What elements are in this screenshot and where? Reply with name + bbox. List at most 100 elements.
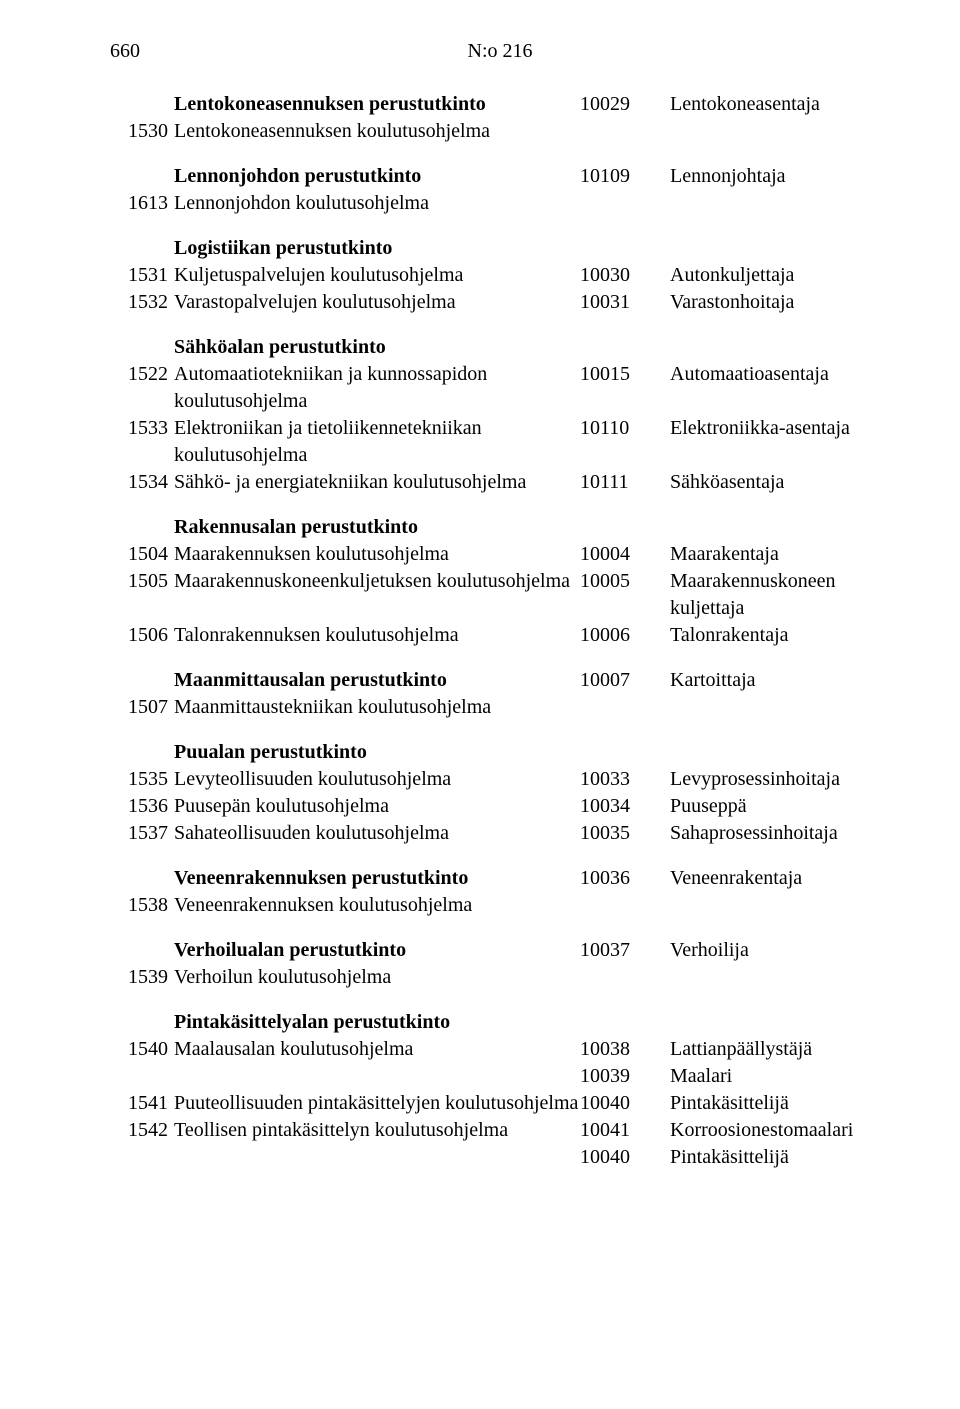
- occupation-name: [670, 892, 890, 919]
- section: Maanmittausalan perustutkinto10007Kartoi…: [110, 667, 890, 721]
- programme-code: 1506: [110, 622, 174, 649]
- programme-code: 1505: [110, 568, 174, 622]
- occupation-code: 10111: [580, 469, 670, 496]
- section: Puualan perustutkinto1535Levyteollisuude…: [110, 739, 890, 847]
- occupation-name: [670, 694, 890, 721]
- programme-row: 10039Maalari: [110, 1063, 890, 1090]
- section-title-value: Lentokoneasentaja: [670, 91, 890, 118]
- occupation-code: 10031: [580, 289, 670, 316]
- section-title-row: Verhoilualan perustutkinto10037Verhoilij…: [110, 937, 890, 964]
- programme-name: [174, 1063, 580, 1090]
- occupation-name: Pintakäsittelijä: [670, 1090, 890, 1117]
- section-title-row: Maanmittausalan perustutkinto10007Kartoi…: [110, 667, 890, 694]
- header-document-number: N:o 216: [230, 40, 890, 63]
- programme-name: Lennonjohdon koulutusohjelma: [174, 190, 580, 217]
- programme-row: 1538Veneenrakennuksen koulutusohjelma: [110, 892, 890, 919]
- section-title-code-right: [580, 739, 670, 766]
- programme-code: [110, 1144, 174, 1171]
- occupation-code: [580, 694, 670, 721]
- occupation-code: 10006: [580, 622, 670, 649]
- programme-left: 1530Lentokoneasennuksen koulutusohjelma: [110, 118, 580, 145]
- programme-left: 1506Talonrakennuksen koulutusohjelma: [110, 622, 580, 649]
- programme-name: Lentokoneasennuksen koulutusohjelma: [174, 118, 580, 145]
- section-title-left: Lentokoneasennuksen perustutkinto: [110, 91, 580, 118]
- occupation-name: [670, 190, 890, 217]
- occupation-name: Pintakäsittelijä: [670, 1144, 890, 1171]
- programme-code: 1539: [110, 964, 174, 991]
- section: Sähköalan perustutkinto1522Automaatiotek…: [110, 334, 890, 496]
- programme-left: [110, 1144, 580, 1171]
- section-title: Veneenrakennuksen perustutkinto: [174, 865, 580, 892]
- occupation-code: 10033: [580, 766, 670, 793]
- programme-row: 1542Teollisen pintakäsittelyn koulutusoh…: [110, 1117, 890, 1144]
- section-title-left: Lennonjohdon perustutkinto: [110, 163, 580, 190]
- programme-name: Maarakennuksen koulutusohjelma: [174, 541, 580, 568]
- occupation-code: 10015: [580, 361, 670, 415]
- section-title-code-right: 10037: [580, 937, 670, 964]
- section-title-code-right: 10109: [580, 163, 670, 190]
- programme-left: 1532Varastopalvelujen koulutusohjelma: [110, 289, 580, 316]
- programme-code: 1530: [110, 118, 174, 145]
- content-body: Lentokoneasennuksen perustutkinto10029Le…: [110, 91, 890, 1171]
- programme-name: Varastopalvelujen koulutusohjelma: [174, 289, 580, 316]
- programme-code: 1535: [110, 766, 174, 793]
- programme-left: 1531Kuljetuspalvelujen koulutusohjelma: [110, 262, 580, 289]
- programme-row: 1537Sahateollisuuden koulutusohjelma1003…: [110, 820, 890, 847]
- programme-row: 10040Pintakäsittelijä: [110, 1144, 890, 1171]
- programme-left: 1537Sahateollisuuden koulutusohjelma: [110, 820, 580, 847]
- occupation-name: Levyprosessinhoitaja: [670, 766, 890, 793]
- section-title: Sähköalan perustutkinto: [174, 334, 580, 361]
- section-title-left: Veneenrakennuksen perustutkinto: [110, 865, 580, 892]
- page-header: 660 N:o 216: [110, 40, 890, 63]
- occupation-name: Korroosionestomaalari: [670, 1117, 890, 1144]
- section-title: Lentokoneasennuksen perustutkinto: [174, 91, 580, 118]
- programme-code: 1613: [110, 190, 174, 217]
- programme-row: 1533Elektroniikan ja tietoliikenneteknii…: [110, 415, 890, 469]
- occupation-name: [670, 118, 890, 145]
- section-title-code-right: 10007: [580, 667, 670, 694]
- section-title-left: Maanmittausalan perustutkinto: [110, 667, 580, 694]
- occupation-name: Lattianpäällystäjä: [670, 1036, 890, 1063]
- occupation-name: Maarakennuskoneen kuljettaja: [670, 568, 890, 622]
- programme-left: 1522Automaatiotekniikan ja kunnossapidon…: [110, 361, 580, 415]
- programme-code: 1533: [110, 415, 174, 469]
- section: Pintakäsittelyalan perustutkinto1540Maal…: [110, 1009, 890, 1171]
- section-title-code-right: [580, 514, 670, 541]
- programme-left: 1533Elektroniikan ja tietoliikenneteknii…: [110, 415, 580, 469]
- programme-left: [110, 1063, 580, 1090]
- programme-left: 1504Maarakennuksen koulutusohjelma: [110, 541, 580, 568]
- section-title-value: [670, 1009, 890, 1036]
- section: Logistiikan perustutkinto1531Kuljetuspal…: [110, 235, 890, 316]
- programme-row: 1613Lennonjohdon koulutusohjelma: [110, 190, 890, 217]
- section-title-code-right: 10036: [580, 865, 670, 892]
- programme-name: Verhoilun koulutusohjelma: [174, 964, 580, 991]
- section: Lentokoneasennuksen perustutkinto10029Le…: [110, 91, 890, 145]
- occupation-code: [580, 892, 670, 919]
- programme-row: 1506Talonrakennuksen koulutusohjelma1000…: [110, 622, 890, 649]
- section-title-row: Rakennusalan perustutkinto: [110, 514, 890, 541]
- section-title-row: Puualan perustutkinto: [110, 739, 890, 766]
- programme-code: 1534: [110, 469, 174, 496]
- programme-name: Teollisen pintakäsittelyn koulutusohjelm…: [174, 1117, 580, 1144]
- programme-left: 1542Teollisen pintakäsittelyn koulutusoh…: [110, 1117, 580, 1144]
- occupation-code: 10040: [580, 1144, 670, 1171]
- section: Rakennusalan perustutkinto1504Maarakennu…: [110, 514, 890, 649]
- section-title-left: Verhoilualan perustutkinto: [110, 937, 580, 964]
- occupation-name: Autonkuljettaja: [670, 262, 890, 289]
- programme-name: Sähkö- ja energiatekniikan koulutusohjel…: [174, 469, 580, 496]
- section-title-value: Veneenrakentaja: [670, 865, 890, 892]
- programme-name: Maarakennuskoneenkuljetuksen koulutusohj…: [174, 568, 580, 622]
- section-title-value: [670, 739, 890, 766]
- section-title-code: [110, 1009, 174, 1036]
- occupation-code: 10035: [580, 820, 670, 847]
- occupation-code: [580, 190, 670, 217]
- programme-row: 1535Levyteollisuuden koulutusohjelma1003…: [110, 766, 890, 793]
- section-title-value: [670, 334, 890, 361]
- section-title-code: [110, 334, 174, 361]
- programme-row: 1507Maanmittaustekniikan koulutusohjelma: [110, 694, 890, 721]
- occupation-code: 10034: [580, 793, 670, 820]
- programme-code: 1532: [110, 289, 174, 316]
- section-title-row: Sähköalan perustutkinto: [110, 334, 890, 361]
- programme-left: 1541Puuteollisuuden pintakäsittelyjen ko…: [110, 1090, 580, 1117]
- programme-name: Talonrakennuksen koulutusohjelma: [174, 622, 580, 649]
